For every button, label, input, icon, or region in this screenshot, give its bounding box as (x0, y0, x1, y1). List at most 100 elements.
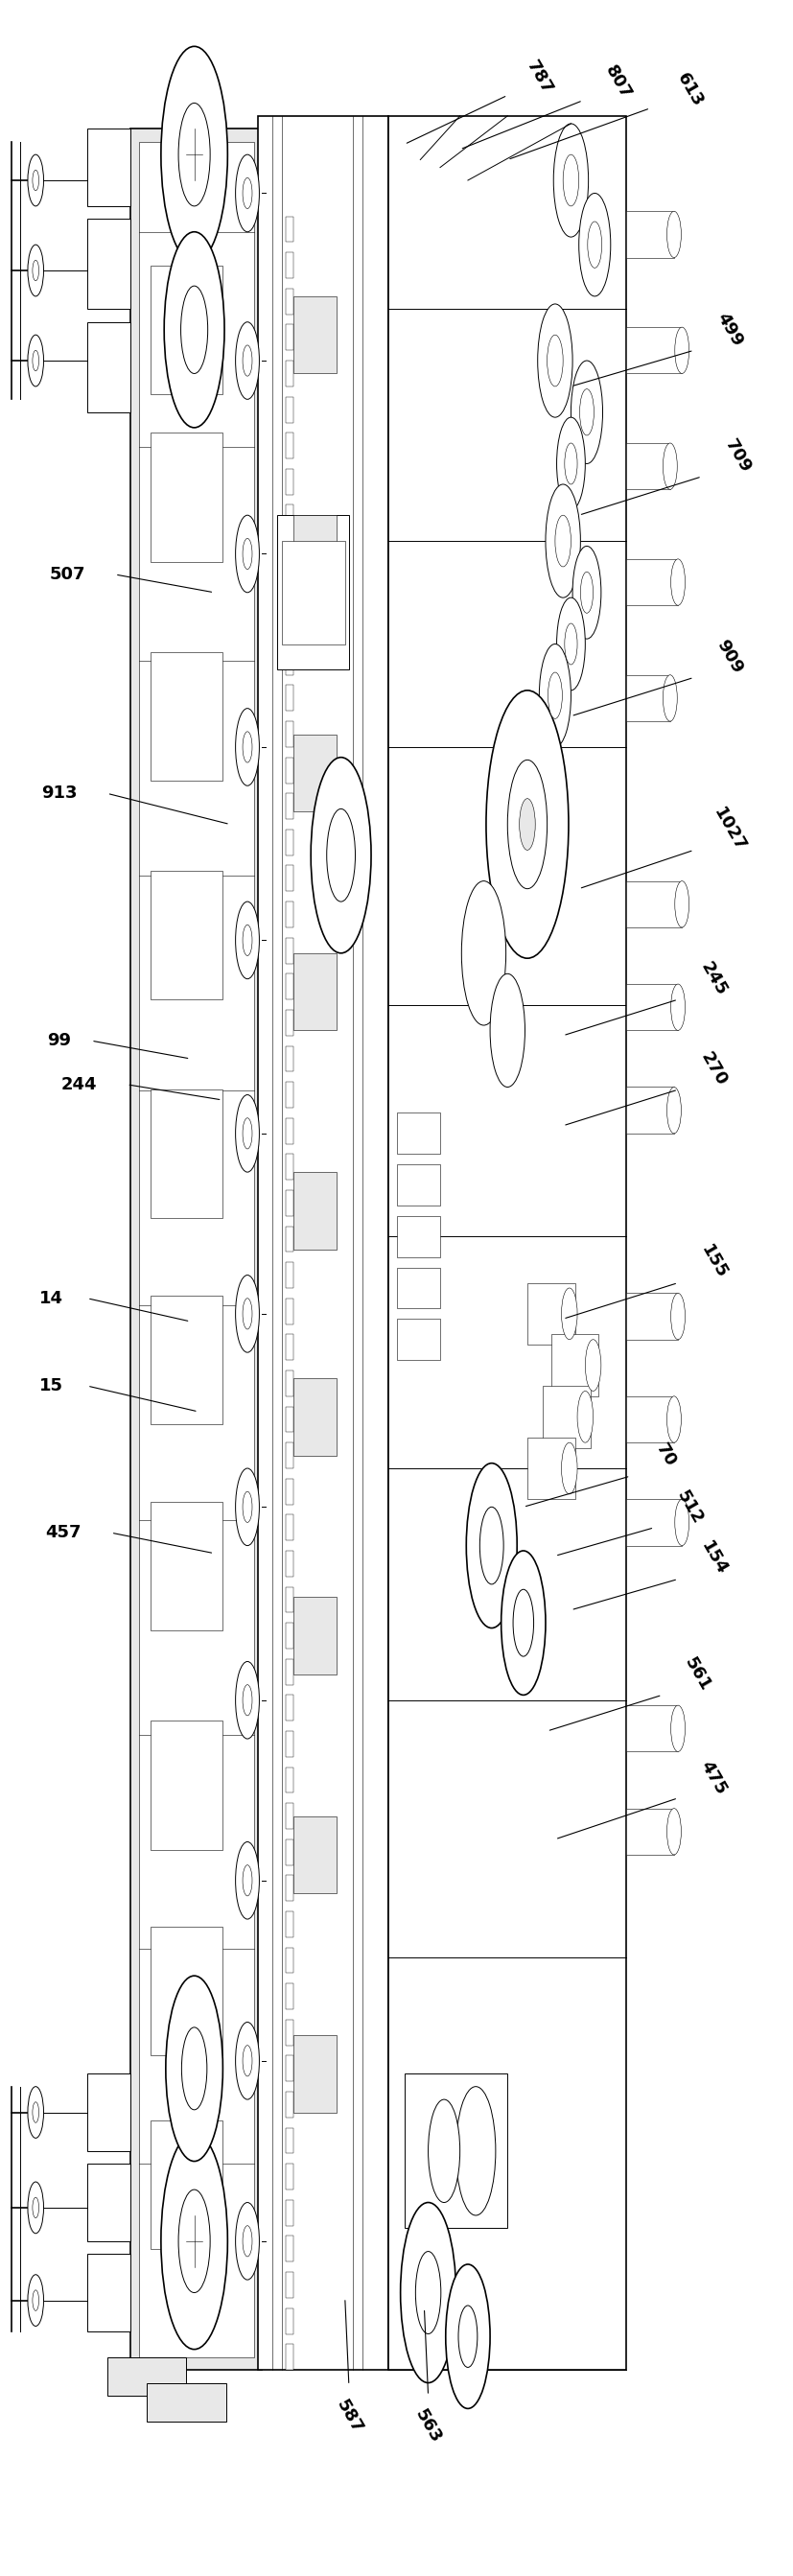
Circle shape (243, 2045, 252, 2076)
Bar (87, 322, 131, 412)
Bar (285, 1118, 293, 1144)
Circle shape (557, 417, 585, 510)
Bar (626, 1396, 674, 1443)
Bar (285, 1443, 293, 1468)
Text: 613: 613 (673, 70, 707, 111)
Circle shape (236, 1842, 259, 1919)
Circle shape (33, 2197, 39, 2218)
Circle shape (546, 484, 580, 598)
Bar (551, 1334, 599, 1396)
Text: 561: 561 (681, 1654, 714, 1695)
Bar (285, 1046, 293, 1072)
Circle shape (182, 2027, 207, 2110)
Bar (626, 443, 670, 489)
Bar (151, 265, 222, 394)
Bar (285, 1190, 293, 1216)
Bar (285, 1695, 293, 1721)
Bar (285, 1262, 293, 1288)
Bar (285, 2200, 293, 2226)
Circle shape (181, 286, 208, 374)
Bar (626, 1087, 674, 1133)
Circle shape (161, 2133, 228, 2349)
Circle shape (458, 2306, 477, 2367)
Bar (278, 515, 349, 670)
Circle shape (557, 598, 585, 690)
Bar (285, 1515, 293, 1540)
Bar (285, 1551, 293, 1577)
Circle shape (28, 155, 44, 206)
Bar (285, 2128, 293, 2154)
Bar (626, 881, 682, 927)
Circle shape (671, 984, 685, 1030)
Bar (285, 2164, 293, 2190)
Bar (626, 1499, 682, 1546)
Circle shape (243, 178, 252, 209)
Text: 270: 270 (697, 1048, 730, 1090)
Bar (293, 1597, 337, 1674)
Circle shape (466, 1463, 517, 1628)
Circle shape (580, 389, 594, 435)
Text: 709: 709 (721, 435, 754, 477)
Circle shape (663, 675, 677, 721)
Text: 807: 807 (602, 62, 635, 103)
Bar (139, 142, 254, 2357)
Circle shape (236, 902, 259, 979)
Circle shape (166, 1976, 223, 2161)
Circle shape (573, 546, 601, 639)
Circle shape (28, 2275, 44, 2326)
Circle shape (236, 515, 259, 592)
Circle shape (236, 708, 259, 786)
Bar (293, 515, 337, 592)
Circle shape (563, 155, 579, 206)
Bar (87, 2164, 131, 2241)
Bar (285, 793, 293, 819)
Circle shape (243, 345, 252, 376)
Bar (293, 1816, 337, 1893)
Bar (258, 116, 389, 2370)
Circle shape (577, 1391, 593, 1443)
Bar (131, 129, 262, 2370)
Text: 507: 507 (49, 567, 86, 582)
Circle shape (236, 1468, 259, 1546)
Circle shape (671, 1293, 685, 1340)
Bar (285, 2056, 293, 2081)
Bar (87, 219, 131, 309)
Circle shape (243, 732, 252, 762)
Bar (282, 541, 345, 644)
Bar (285, 974, 293, 999)
Bar (285, 2092, 293, 2117)
Bar (285, 1875, 293, 1901)
Bar (626, 675, 670, 721)
Circle shape (462, 881, 506, 1025)
Bar (404, 2074, 508, 2228)
Bar (285, 649, 293, 675)
Bar (151, 871, 222, 999)
Bar (527, 1437, 575, 1499)
Circle shape (565, 443, 577, 484)
Circle shape (571, 361, 603, 464)
Circle shape (667, 211, 681, 258)
Bar (285, 2308, 293, 2334)
Bar (285, 2236, 293, 2262)
Bar (389, 116, 626, 2370)
Text: 155: 155 (697, 1242, 730, 1283)
Bar (285, 1298, 293, 1324)
Bar (285, 1731, 293, 1757)
Bar (543, 1386, 591, 1448)
Bar (285, 1334, 293, 1360)
Bar (285, 1479, 293, 1504)
Bar (626, 327, 682, 374)
Bar (396, 1267, 440, 1309)
Bar (285, 1010, 293, 1036)
Text: 475: 475 (697, 1757, 730, 1798)
Circle shape (580, 572, 593, 613)
Circle shape (508, 760, 547, 889)
Circle shape (28, 2182, 44, 2233)
Circle shape (446, 2264, 490, 2409)
Bar (285, 829, 293, 855)
Bar (151, 1721, 222, 1850)
Bar (285, 216, 293, 242)
Bar (151, 1502, 222, 1631)
Circle shape (243, 538, 252, 569)
Circle shape (243, 1685, 252, 1716)
